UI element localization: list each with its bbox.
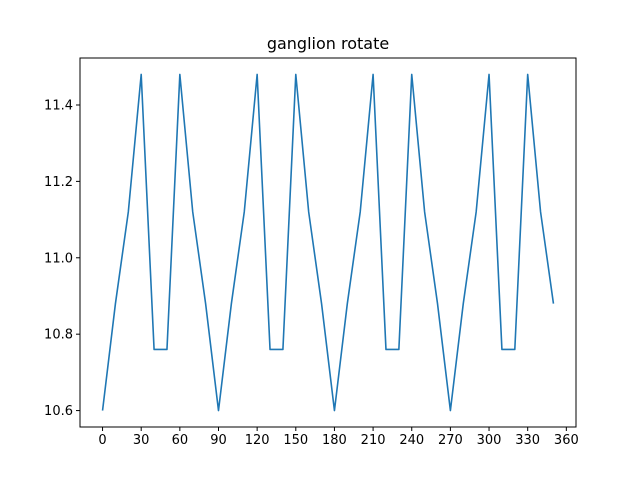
x-tick-label: 240 (399, 433, 424, 448)
series-layer (101, 73, 555, 412)
x-tick-label: 30 (133, 433, 150, 448)
y-tick-label: 11.0 (44, 251, 73, 266)
y-tick-label: 11.4 (44, 98, 73, 113)
x-axis: 0 30 60 90 120 150 180 210 240 270 300 330 360 (98, 427, 579, 448)
x-tick-label: 270 (438, 433, 463, 448)
x-tick-label: 0 (98, 433, 106, 448)
x-tick-label: 300 (477, 433, 502, 448)
x-tick-label: 60 (172, 433, 189, 448)
series-line (101, 73, 555, 412)
y-axis: 10.6 10.8 11.0 11.2 11.4 (44, 98, 80, 419)
x-tick-label: 120 (245, 433, 270, 448)
x-tick-label: 90 (210, 433, 227, 448)
x-tick-label: 360 (554, 433, 579, 448)
x-tick-label: 330 (515, 433, 540, 448)
x-tick-label: 180 (322, 433, 347, 448)
x-tick-label: 150 (283, 433, 308, 448)
y-tick-label: 10.6 (44, 404, 73, 419)
plot-frame (79, 57, 577, 428)
y-tick-label: 10.8 (44, 328, 73, 343)
chart-title: ganglion rotate (267, 34, 389, 53)
x-tick-label: 210 (361, 433, 386, 448)
y-tick-label: 11.2 (44, 175, 73, 190)
